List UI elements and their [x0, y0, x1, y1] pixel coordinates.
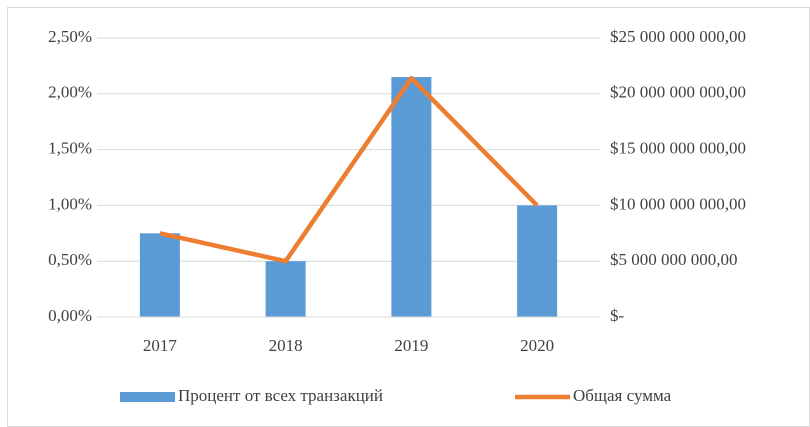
y2-tick-label: $20 000 000 000,00: [610, 83, 746, 102]
y-tick-label: 1,00%: [48, 194, 92, 213]
y2-tick-label: $5 000 000 000,00: [610, 250, 738, 269]
legend-swatch: [120, 392, 175, 402]
line: [159, 75, 539, 264]
y-tick-label: 2,50%: [48, 27, 92, 46]
y2-tick-label: $10 000 000 000,00: [610, 194, 746, 213]
bar: [517, 205, 558, 317]
y2-tick-label: $25 000 000 000,00: [610, 27, 746, 46]
bar: [391, 77, 432, 317]
x-tick-label: 2018: [269, 336, 303, 355]
x-tick-label: 2019: [394, 336, 428, 355]
y-tick-label: 0,00%: [48, 306, 92, 325]
x-tick-label: 2020: [520, 336, 554, 355]
x-tick-label: 2017: [143, 336, 178, 355]
legend-label: Процент от всех транзакций: [178, 386, 383, 405]
y-tick-label: 1,50%: [48, 139, 92, 158]
y2-tick-label: $-: [610, 306, 625, 325]
y2-tick-label: $15 000 000 000,00: [610, 139, 746, 158]
legend-label: Общая сумма: [573, 386, 672, 405]
y-tick-label: 2,00%: [48, 83, 92, 102]
y-tick-label: 0,50%: [48, 250, 92, 269]
bar: [139, 233, 180, 317]
bar: [265, 261, 306, 317]
